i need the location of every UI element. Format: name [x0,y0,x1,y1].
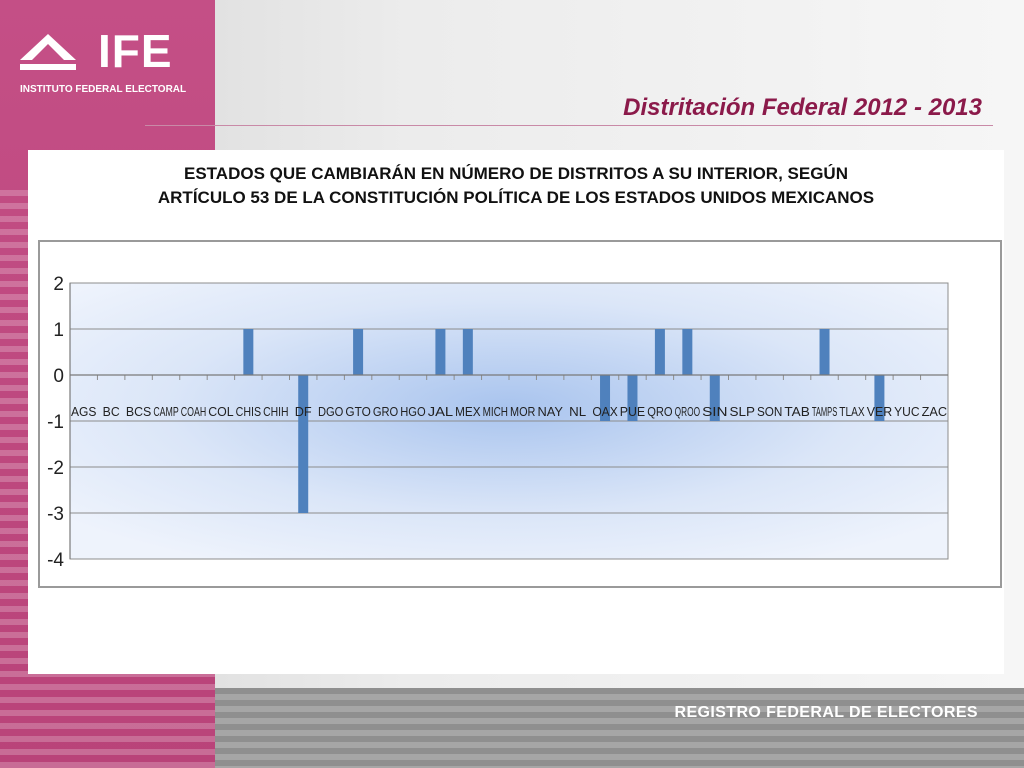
logo-word: IFE [98,25,173,77]
y-tick-label: 0 [53,366,64,387]
x-tick-label: CHIH [263,404,288,419]
x-tick-label: VER [867,404,892,419]
bar [654,329,665,375]
bar [600,375,611,421]
title-divider [145,125,993,126]
bar [298,375,309,513]
bar [682,329,693,375]
x-tick-label: CAMP [153,404,178,419]
x-tick-label: DGO [318,404,343,419]
y-tick-label: -4 [47,550,64,571]
x-tick-label: JAL [428,404,453,419]
bar [819,329,830,375]
x-tick-label: PUE [620,404,646,419]
y-tick-label: -1 [47,412,64,433]
bar [709,375,720,421]
x-tick-label: TLAX [839,404,865,419]
x-tick-label: ZAC [922,404,947,419]
y-tick-label: -2 [47,458,64,479]
bar [627,375,638,421]
bar [874,375,885,421]
x-tick-label: GRO [373,404,398,419]
x-tick-label: BC [103,404,120,419]
x-tick-label: QROO [675,404,700,419]
chart-frame: 2 1 0 -1 -2 -3 -4 AGS BC BCS CAMP COAH COL CHIS CHIH DF… [38,240,1002,588]
footer-band [215,688,1024,768]
x-tick-label: TAB [784,404,809,419]
x-tick-label: MOR [510,404,535,419]
x-tick-label: SON [757,404,782,419]
chart-card: ESTADOS QUE CAMBIARÁN EN NÚMERO DE DISTR… [28,150,1004,674]
x-tick-label: COAH [181,404,206,419]
bar [353,329,364,375]
footer-label: REGISTRO FEDERAL DE ELECTORES [674,704,978,721]
x-tick-label: DF [295,404,312,419]
bar [462,329,473,375]
x-tick-label: SLP [730,404,755,419]
x-tick-label: HGO [400,404,425,419]
y-tick-label: -3 [47,504,64,525]
chart-title-line-1: ESTADOS QUE CAMBIARÁN EN NÚMERO DE DISTR… [184,164,848,183]
logo-subtitle: INSTITUTO FEDERAL ELECTORAL [20,84,187,95]
x-tick-label: NAY [537,404,563,419]
x-tick-label: QRO [647,404,672,419]
logo-diamond-icon [20,34,76,70]
x-tick-label: MEX [455,404,481,419]
x-tick-label: SIN [702,404,727,419]
x-tick-label: TAMPS [812,404,838,419]
x-tick-label: MICH [483,404,508,419]
bar-chart: 2 1 0 -1 -2 -3 -4 AGS BC BCS CAMP COAH COL CHIS CHIH DF… [47,274,949,571]
x-tick-label: OAX [592,404,618,419]
x-tick-label: COL [208,404,233,419]
y-tick-label: 2 [53,274,64,295]
page-title: Distritación Federal 2012 - 2013 [623,94,982,121]
x-tick-label: CHIS [236,404,262,419]
x-tick-label: AGS [71,404,97,419]
y-tick-label: 1 [53,320,64,341]
x-tick-label: NL [569,404,586,419]
x-tick-label: GTO [345,404,370,419]
bar [435,329,446,375]
chart-title-line-2: ARTÍCULO 53 DE LA CONSTITUCIÓN POLÍTICA … [157,188,875,207]
bar [243,329,254,375]
x-tick-label: BCS [126,404,152,419]
ife-logo: IFE INSTITUTO FEDERAL ELECTORAL [18,25,193,102]
x-tick-label: YUC [894,404,919,419]
